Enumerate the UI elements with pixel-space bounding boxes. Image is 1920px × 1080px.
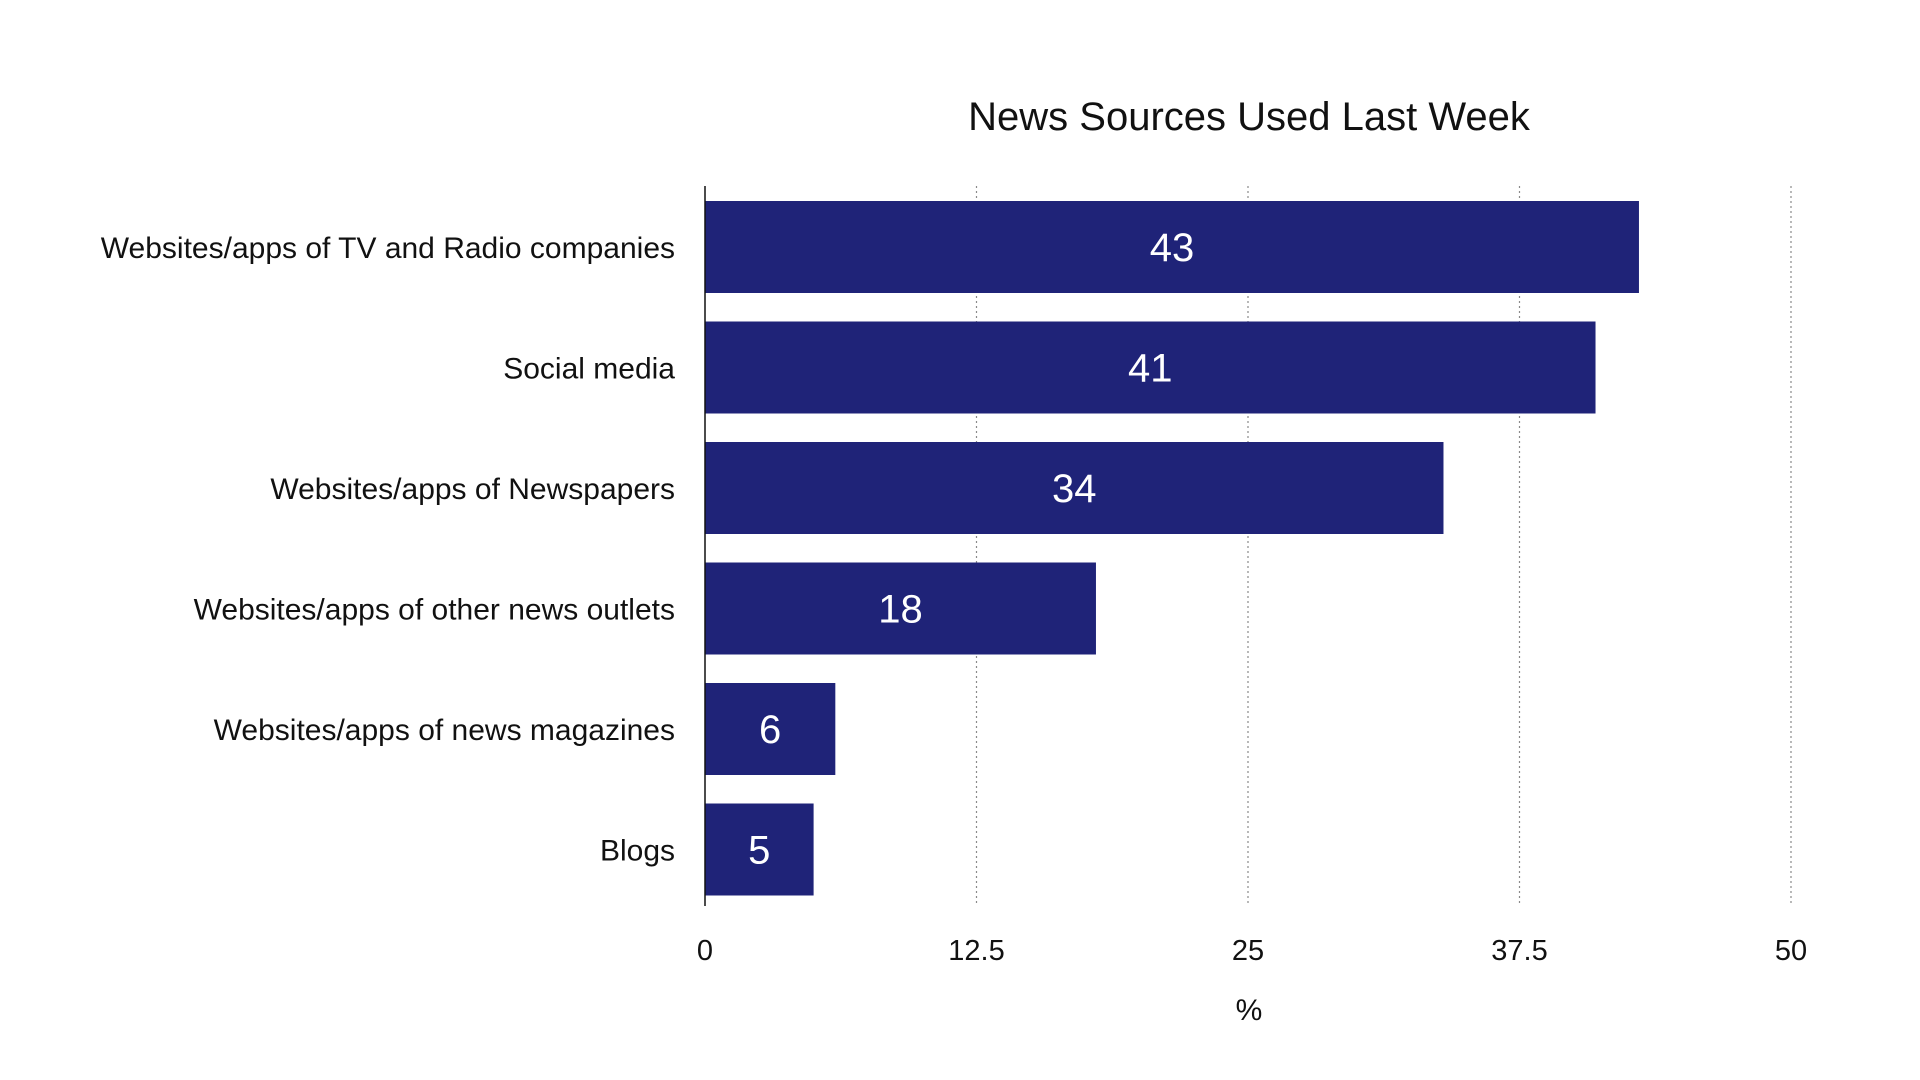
category-label-3: Websites/apps of other news outlets [194,594,675,627]
bar-2 [705,442,1444,534]
chart-title: News Sources Used Last Week [968,95,1531,139]
x-tick-label-0: 0 [697,935,713,967]
x-axis-label: % [1236,994,1263,1027]
bar-4 [705,683,836,775]
x-tick-label-4: 50 [1775,935,1807,967]
bar-value-label-2: 34 [1052,467,1097,511]
bar-5 [705,803,814,896]
bar-0 [705,201,1639,293]
category-label-2: Websites/apps of Newspapers [270,473,675,506]
bar-value-label-3: 18 [878,588,923,632]
x-tick-label-2: 25 [1232,935,1264,967]
category-label-0: Websites/apps of TV and Radio companies [101,232,675,265]
x-tick-label-3: 37.5 [1491,935,1547,967]
bars: 43 41 34 18 6 5 [705,201,1639,896]
category-label-4: Websites/apps of news magazines [214,714,675,747]
bar-1 [705,321,1596,414]
category-labels: Websites/apps of TV and Radio companies S… [101,232,676,868]
grid-lines [975,186,1792,906]
bar-value-label-5: 5 [748,829,770,873]
category-label-5: Blogs [600,835,675,868]
x-tick-label-1: 12.5 [948,935,1004,967]
bar-value-label-1: 41 [1128,347,1173,391]
category-label-1: Social media [503,353,675,386]
bar-value-label-4: 6 [759,708,781,752]
bar-3 [705,562,1096,655]
x-tick-labels: 0 12.5 25 37.5 50 [697,935,1807,967]
bar-value-label-0: 43 [1150,226,1195,270]
